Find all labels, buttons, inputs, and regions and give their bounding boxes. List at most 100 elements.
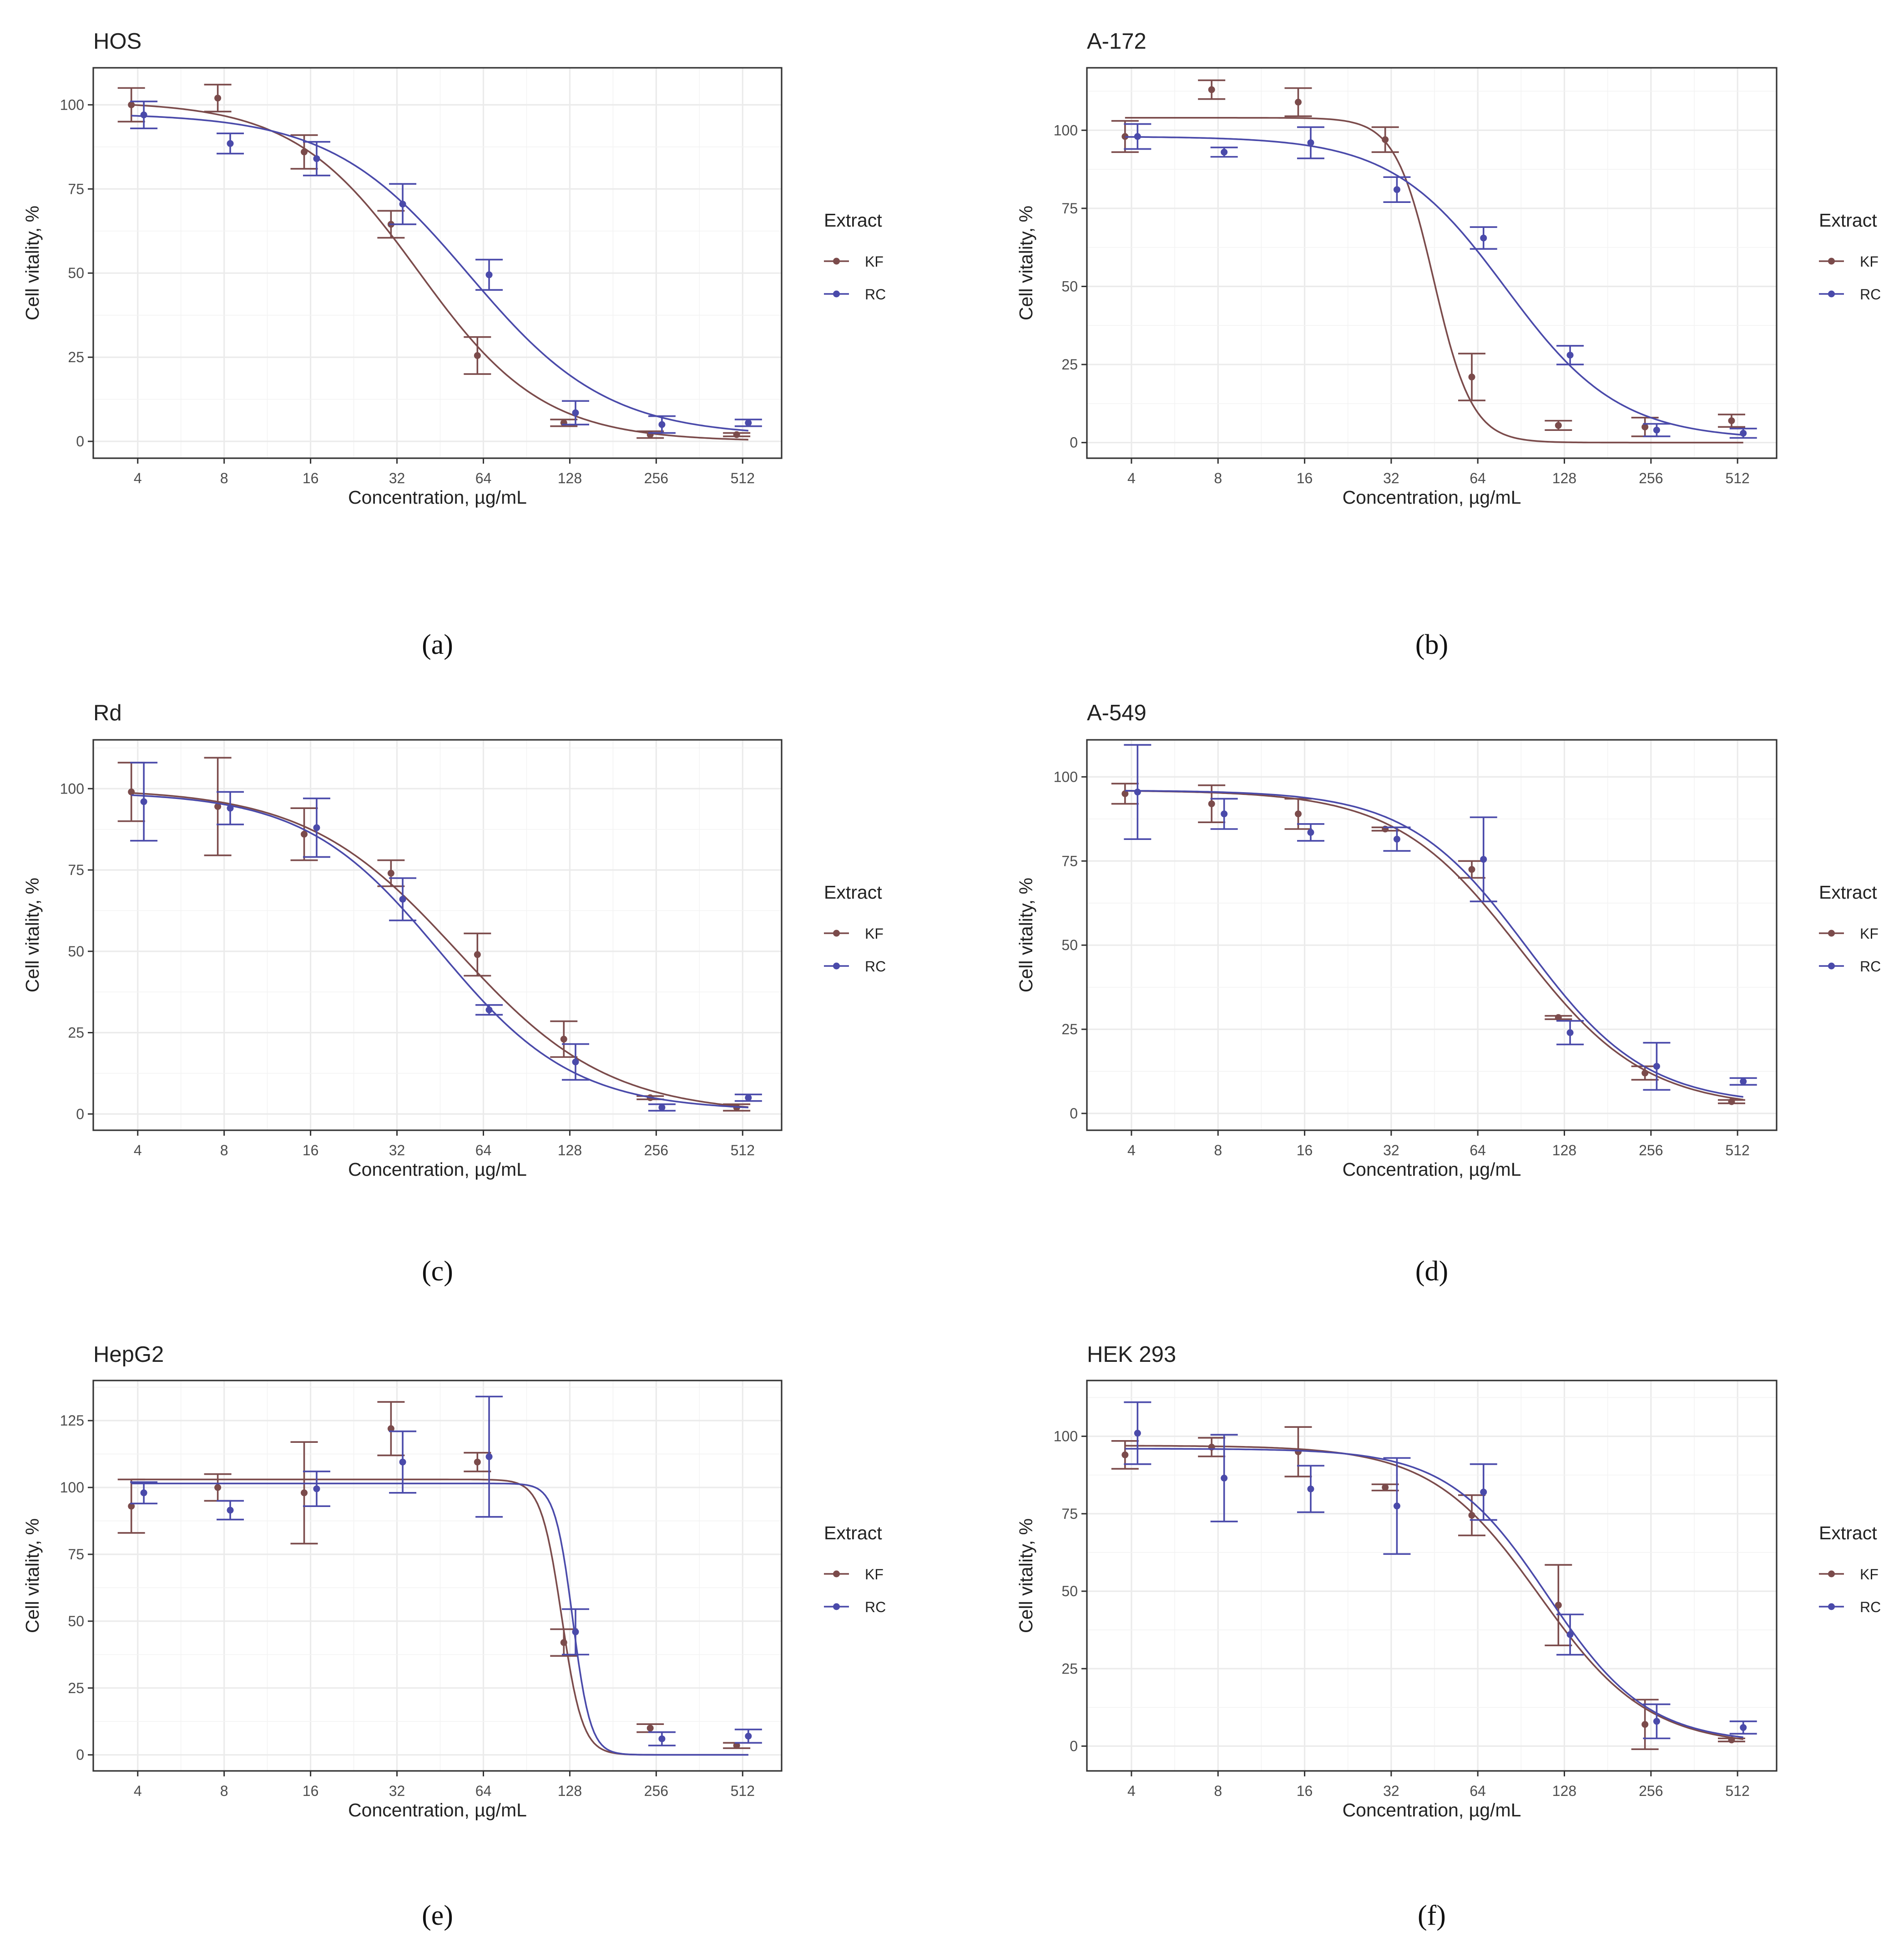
- legend-key-point: [833, 1603, 840, 1610]
- legend-title: Extract: [824, 882, 882, 903]
- data-point: [1134, 789, 1141, 796]
- panel-border: [1086, 67, 1778, 459]
- data-point: [301, 148, 308, 156]
- x-tick-label: 16: [1297, 1783, 1313, 1799]
- data-point: [560, 1639, 567, 1646]
- data-point: [128, 101, 135, 108]
- data-point: [1728, 1736, 1735, 1744]
- x-tick-label: 32: [1383, 470, 1399, 486]
- data-point: [485, 1006, 493, 1013]
- data-point: [1728, 417, 1735, 425]
- x-tick-label: 16: [303, 1783, 319, 1799]
- y-tick-label: 75: [1061, 1506, 1078, 1522]
- data-point: [1641, 1069, 1649, 1077]
- data-point: [474, 1458, 481, 1466]
- data-point: [128, 788, 135, 795]
- data-point: [227, 140, 234, 147]
- x-axis-label: Concentration, µg/mL: [1343, 487, 1521, 508]
- data-point: [387, 870, 394, 877]
- data-point: [1555, 1014, 1562, 1021]
- x-tick-label: 4: [134, 1783, 142, 1799]
- x-tick-label: 256: [644, 470, 668, 486]
- data-point: [745, 1094, 752, 1101]
- data-point: [313, 1485, 320, 1492]
- x-tick-label: 8: [220, 1783, 228, 1799]
- data-point: [1480, 234, 1487, 242]
- data-point: [1480, 1488, 1487, 1496]
- y-tick-label: 50: [68, 1613, 84, 1629]
- legend: Extract KF RC: [1819, 1522, 1881, 1615]
- data-point: [399, 1458, 406, 1466]
- panel-hos: 4 8 16 32 64 128 256 512 0 25 50 75 100 Concentration…: [22, 29, 886, 660]
- legend-key-point: [833, 962, 840, 970]
- legend-label: RC: [865, 1599, 886, 1615]
- y-tick-label: 0: [76, 433, 84, 450]
- x-tick-label: 32: [1383, 1783, 1399, 1799]
- legend-label: KF: [1860, 925, 1879, 942]
- x-axis-label: Concentration, µg/mL: [348, 1800, 527, 1821]
- y-axis-label: Cell vitality, %: [22, 1518, 43, 1633]
- series-kf: [117, 84, 751, 441]
- data-point: [1393, 186, 1400, 193]
- x-tick-label: 256: [1639, 1783, 1663, 1799]
- data-point: [140, 1489, 147, 1497]
- x-tick-label: 8: [1214, 470, 1222, 486]
- data-point: [214, 803, 222, 810]
- data-point: [658, 1735, 666, 1742]
- data-point: [1566, 1029, 1574, 1036]
- panel-border: [92, 739, 783, 1131]
- y-axis-label: Cell vitality, %: [1015, 1518, 1036, 1633]
- y-tick-label: 25: [1061, 356, 1078, 373]
- y-tick-label: 50: [1061, 937, 1078, 953]
- x-tick-label: 128: [558, 1783, 582, 1799]
- fit-curve-rc: [1125, 789, 1743, 1098]
- x-tick-label: 512: [731, 470, 755, 486]
- x-tick-label: 256: [1639, 1142, 1663, 1158]
- x-tick-label: 8: [1214, 1783, 1222, 1799]
- data-point: [313, 155, 320, 162]
- y-tick-label: 0: [1070, 1738, 1078, 1755]
- fit-curve-kf: [1125, 117, 1743, 444]
- data-point: [1307, 1485, 1314, 1492]
- legend-label: KF: [1860, 1566, 1879, 1583]
- y-tick-label: 50: [1061, 1583, 1078, 1599]
- legend-title: Extract: [824, 1522, 882, 1543]
- x-tick-label: 512: [731, 1783, 755, 1799]
- data-point: [1740, 1724, 1747, 1731]
- fit-curve-rc: [131, 1482, 748, 1756]
- grid: [1087, 68, 1777, 458]
- x-tick-label: 256: [1639, 470, 1663, 486]
- panel-label: (d): [1415, 1256, 1448, 1287]
- y-tick-label: 0: [1070, 435, 1078, 451]
- y-tick-label: 0: [1070, 1105, 1078, 1122]
- data-point: [227, 804, 234, 812]
- x-tick-label: 8: [220, 1142, 228, 1158]
- x-tick-label: 4: [1127, 1783, 1136, 1799]
- data-point: [572, 1628, 579, 1635]
- data-point: [1641, 1721, 1649, 1728]
- y-tick-label: 75: [68, 181, 84, 197]
- panel-a-172: 4 8 16 32 64 128 256 512 0 25 50 75 100 Concentration…: [1015, 29, 1881, 660]
- data-point: [1294, 1448, 1302, 1456]
- x-tick-label: 64: [475, 470, 492, 486]
- x-axis-label: Concentration, µg/mL: [348, 1159, 527, 1180]
- grid: [93, 68, 782, 458]
- x-tick-label: 64: [1470, 470, 1486, 486]
- y-tick-label: 25: [68, 1680, 84, 1696]
- legend-key-point: [833, 930, 840, 937]
- x-tick-label: 16: [1297, 470, 1313, 486]
- legend-key-point: [833, 1570, 840, 1578]
- x-tick-label: 4: [1127, 1142, 1136, 1158]
- legend-label: RC: [865, 286, 886, 303]
- data-point: [485, 1453, 493, 1460]
- data-point: [1555, 422, 1562, 429]
- panel-label: (e): [422, 1900, 453, 1931]
- legend-label: RC: [1860, 958, 1881, 975]
- legend-label: KF: [865, 925, 884, 942]
- data-point: [1480, 856, 1487, 863]
- fit-curve-rc: [131, 115, 749, 432]
- fit-curve-rc: [1125, 136, 1743, 436]
- legend-key-point: [1828, 1603, 1835, 1610]
- data-point: [1294, 810, 1302, 818]
- series-rc: [1124, 744, 1757, 1098]
